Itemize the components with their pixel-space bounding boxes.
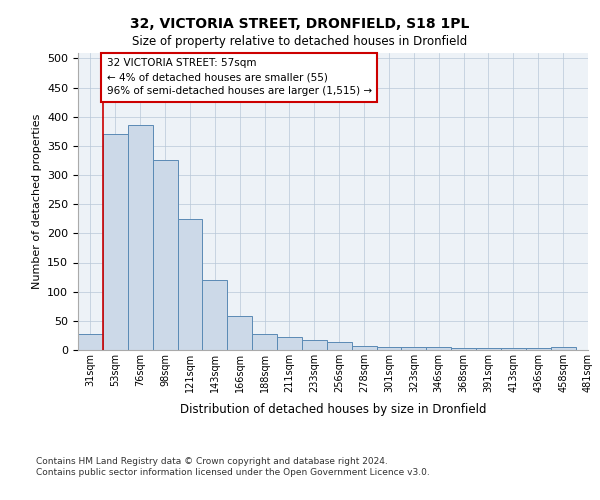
Bar xyxy=(451,348,476,350)
Bar xyxy=(526,348,551,350)
Bar xyxy=(152,160,178,350)
Bar xyxy=(551,347,575,350)
Bar xyxy=(227,316,252,350)
Text: Distribution of detached houses by size in Dronfield: Distribution of detached houses by size … xyxy=(180,402,486,415)
Bar xyxy=(128,126,152,350)
Y-axis label: Number of detached properties: Number of detached properties xyxy=(32,114,41,289)
Bar xyxy=(377,347,401,350)
Bar xyxy=(302,340,327,350)
Bar xyxy=(476,348,501,350)
Bar xyxy=(327,342,352,350)
Text: Contains HM Land Registry data © Crown copyright and database right 2024.
Contai: Contains HM Land Registry data © Crown c… xyxy=(36,458,430,477)
Bar xyxy=(78,334,103,350)
Text: 32, VICTORIA STREET, DRONFIELD, S18 1PL: 32, VICTORIA STREET, DRONFIELD, S18 1PL xyxy=(130,18,470,32)
Bar xyxy=(426,347,451,350)
Bar xyxy=(352,346,377,350)
Bar xyxy=(277,337,302,350)
Bar xyxy=(202,280,227,350)
Bar xyxy=(103,134,128,350)
Bar xyxy=(401,347,426,350)
Bar xyxy=(252,334,277,350)
Bar xyxy=(178,219,202,350)
Text: Size of property relative to detached houses in Dronfield: Size of property relative to detached ho… xyxy=(133,35,467,48)
Bar xyxy=(501,348,526,350)
Text: 32 VICTORIA STREET: 57sqm
← 4% of detached houses are smaller (55)
96% of semi-d: 32 VICTORIA STREET: 57sqm ← 4% of detach… xyxy=(107,58,372,96)
